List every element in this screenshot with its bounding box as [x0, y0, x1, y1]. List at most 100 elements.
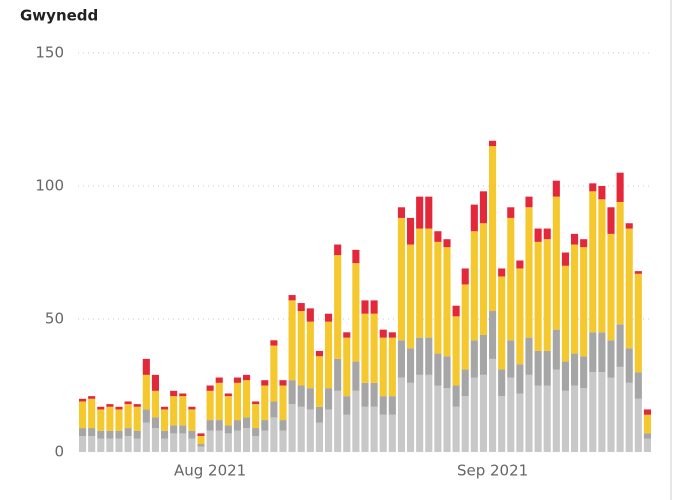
- bar-segment: [543, 239, 551, 351]
- bar-segment: [616, 366, 624, 452]
- bar-segment: [388, 337, 396, 397]
- bar-segment: [315, 350, 323, 357]
- bar-segment: [352, 390, 360, 452]
- bar-segment: [106, 404, 114, 407]
- bar-segment: [270, 401, 278, 418]
- chart-title: Gwynedd: [20, 7, 98, 25]
- bar-segment: [397, 207, 405, 218]
- bar-segment: [115, 409, 123, 431]
- bar-segment: [297, 385, 305, 407]
- bar-segment: [224, 396, 232, 426]
- bar-segment: [97, 406, 105, 410]
- bar-segment: [88, 436, 96, 452]
- bar-segment: [561, 265, 569, 362]
- bar-segment: [470, 204, 478, 232]
- bar-segment: [243, 380, 251, 418]
- bar-segment: [543, 350, 551, 386]
- bar-segment: [416, 374, 424, 452]
- bar-segment: [561, 361, 569, 391]
- bar-segment: [616, 324, 624, 367]
- bar-segment: [370, 300, 378, 314]
- bar-segment: [197, 446, 205, 452]
- bar-segment: [407, 217, 415, 245]
- bar-segment: [552, 369, 560, 452]
- bar-segment: [270, 345, 278, 402]
- bar-segment: [616, 201, 624, 325]
- bar-segment: [151, 428, 159, 452]
- bar-segment: [179, 433, 187, 452]
- bar-segment: [133, 404, 141, 407]
- bar-segment: [552, 180, 560, 197]
- bar-segment: [325, 388, 333, 410]
- bar-segment: [88, 398, 96, 429]
- bar-segment: [607, 207, 615, 234]
- bar-segment: [607, 233, 615, 341]
- bar-segment: [197, 444, 205, 447]
- bar-segment: [288, 295, 296, 301]
- bar-segment: [315, 422, 323, 452]
- bar-segment: [243, 428, 251, 452]
- bar-segment: [279, 385, 287, 421]
- bar-segment: [106, 406, 114, 431]
- bar-segment: [142, 374, 150, 410]
- bar-segment: [133, 406, 141, 431]
- bar-segment: [297, 311, 305, 386]
- bar-segment: [233, 420, 241, 431]
- bar-segment: [407, 244, 415, 349]
- bar-segment: [607, 377, 615, 452]
- bar-segment: [397, 340, 405, 378]
- bar-segment: [534, 228, 542, 242]
- bar-segment: [625, 223, 633, 229]
- bar-segment: [452, 316, 460, 386]
- bar-segment: [115, 438, 123, 452]
- bar-segment: [188, 406, 196, 410]
- bar-segment: [479, 374, 487, 452]
- bar-segment: [206, 385, 214, 391]
- bar-segment: [370, 406, 378, 452]
- bar-segment: [252, 428, 260, 437]
- bar-segment: [452, 305, 460, 317]
- bar-segment: [407, 382, 415, 452]
- bar-segment: [270, 417, 278, 452]
- bar-segment: [379, 396, 387, 415]
- bar-segment: [552, 196, 560, 330]
- bar-segment: [306, 308, 314, 322]
- bar-segment: [79, 436, 87, 452]
- bar-segment: [625, 348, 633, 383]
- bar-segment: [151, 390, 159, 418]
- bar-segment: [279, 420, 287, 431]
- bar-segment: [479, 191, 487, 224]
- bar-segment: [115, 406, 123, 410]
- bar-segment: [161, 430, 169, 439]
- bar-segment: [516, 393, 524, 452]
- bar-segment: [498, 268, 506, 277]
- bar-segment: [334, 390, 342, 452]
- bar-segment: [498, 396, 506, 452]
- bar-segment: [461, 268, 469, 285]
- bar-segment: [534, 241, 542, 351]
- bar-segment: [507, 340, 515, 378]
- bar-segment: [161, 406, 169, 410]
- bar-segment: [334, 255, 342, 359]
- bar-segment: [261, 430, 269, 452]
- bar-segment: [233, 430, 241, 452]
- bar-segment: [124, 404, 132, 429]
- bar-segment: [343, 332, 351, 338]
- bar-segment: [425, 337, 433, 375]
- bar-segment: [288, 380, 296, 405]
- bar-segment: [79, 398, 87, 402]
- bar-segment: [507, 217, 515, 341]
- bar-segment: [598, 199, 606, 333]
- bar-segment: [179, 396, 187, 426]
- bar-segment: [370, 313, 378, 383]
- bar-segment: [106, 430, 114, 439]
- bar-segment: [88, 428, 96, 437]
- bar-segment: [206, 430, 214, 452]
- bar-segment: [161, 409, 169, 431]
- bar-segment: [461, 396, 469, 452]
- bar-segment: [543, 385, 551, 452]
- bar-segment: [151, 417, 159, 429]
- y-tick-label: 0: [54, 443, 64, 461]
- bar-segment: [580, 388, 588, 452]
- bar-segment: [470, 231, 478, 341]
